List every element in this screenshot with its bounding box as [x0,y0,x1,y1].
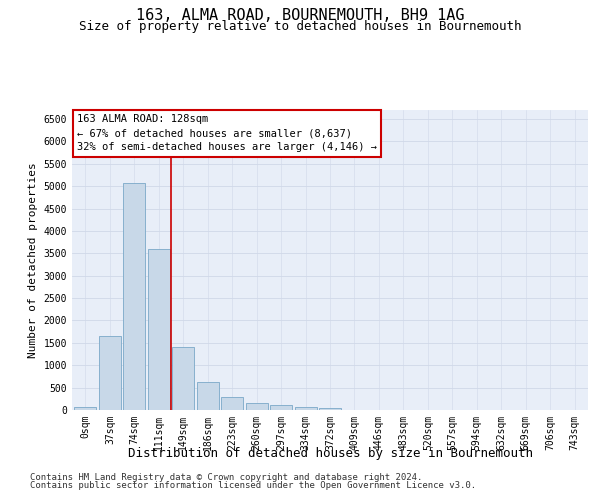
Text: Distribution of detached houses by size in Bournemouth: Distribution of detached houses by size … [128,448,533,460]
Bar [295,406,317,410]
Bar [148,250,170,410]
Text: Contains public sector information licensed under the Open Government Licence v3: Contains public sector information licen… [30,481,476,490]
Bar [99,336,121,410]
Y-axis label: Number of detached properties: Number of detached properties [28,162,38,358]
Text: Size of property relative to detached houses in Bournemouth: Size of property relative to detached ho… [79,20,521,33]
Bar [245,403,268,410]
Bar [124,184,145,410]
Text: Contains HM Land Registry data © Crown copyright and database right 2024.: Contains HM Land Registry data © Crown c… [30,472,422,482]
Text: 163, ALMA ROAD, BOURNEMOUTH, BH9 1AG: 163, ALMA ROAD, BOURNEMOUTH, BH9 1AG [136,8,464,22]
Bar [172,347,194,410]
Bar [197,382,219,410]
Bar [221,397,243,410]
Bar [270,405,292,410]
Bar [74,406,97,410]
Text: 163 ALMA ROAD: 128sqm
← 67% of detached houses are smaller (8,637)
32% of semi-d: 163 ALMA ROAD: 128sqm ← 67% of detached … [77,114,377,152]
Bar [319,408,341,410]
